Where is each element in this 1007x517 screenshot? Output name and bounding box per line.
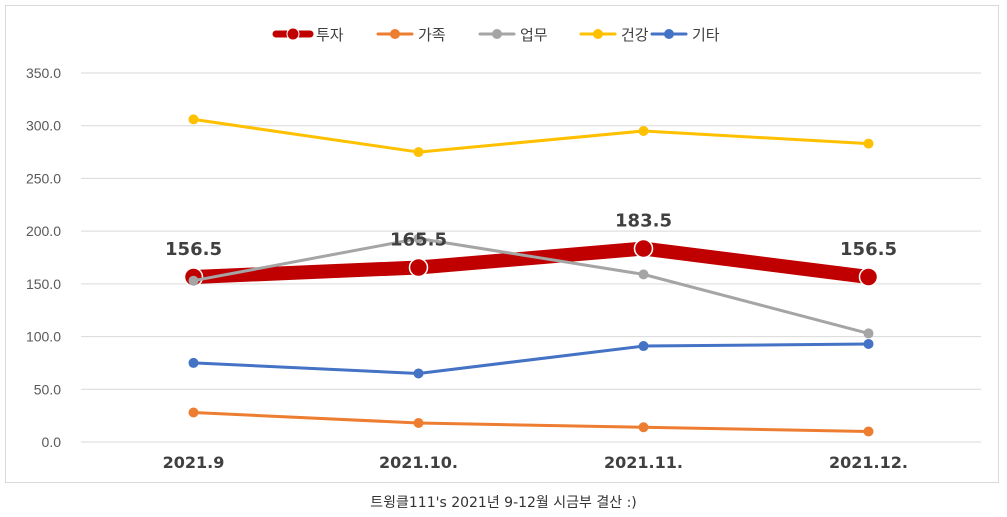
x-tick-label: 2021.10.: [379, 453, 458, 472]
y-tick-label: 50.0: [34, 381, 61, 397]
series-4: [188, 338, 874, 379]
legend-label: 건강: [621, 26, 649, 44]
y-tick-label: 350.0: [26, 65, 61, 81]
data-point: [638, 269, 649, 280]
y-tick-label: 0.0: [42, 434, 62, 450]
y-tick-label: 150.0: [26, 276, 61, 292]
series-2: [188, 233, 874, 339]
data-point: [413, 233, 424, 244]
x-axis-ticks: 2021.9 2021.10. 2021.11. 2021.12.: [163, 453, 908, 472]
data-point: [863, 338, 874, 349]
series-line: [192, 237, 870, 335]
legend-label: 가족: [418, 26, 446, 44]
legend-label: 투자: [316, 26, 344, 44]
data-label: 165.5: [390, 230, 447, 251]
series-lines: [183, 114, 879, 437]
legend-item: 건강: [579, 26, 649, 44]
legend-label: 업무: [520, 26, 548, 44]
legend-item: 투자: [272, 26, 344, 44]
legend-item: 업무: [478, 26, 548, 44]
chart-frame: 0.0 50.0 100.0 150.0 200.0 250.0 300.0 350.0 20…: [5, 5, 999, 483]
data-point: [638, 125, 649, 136]
series-line: [192, 117, 870, 154]
data-point: [638, 341, 649, 352]
data-point: [863, 328, 874, 339]
y-tick-label: 300.0: [26, 118, 61, 134]
legend-marker: [664, 29, 674, 39]
series-3: [188, 114, 874, 158]
data-label: 156.5: [840, 239, 897, 260]
data-point: [413, 147, 424, 158]
data-point: [188, 357, 199, 368]
data-label: 183.5: [615, 211, 672, 232]
y-tick-label: 250.0: [26, 170, 61, 186]
data-point: [188, 114, 199, 125]
series-line: [186, 241, 876, 285]
data-label: 156.5: [165, 239, 222, 260]
data-point: [413, 418, 424, 429]
data-point: [413, 368, 424, 379]
legend-item: 가족: [376, 26, 446, 44]
legend-marker: [593, 29, 603, 39]
data-point: [858, 267, 879, 287]
data-point: [188, 407, 199, 418]
data-point: [638, 422, 649, 433]
y-tick-label: 200.0: [26, 223, 61, 239]
line-chart: 0.0 50.0 100.0 150.0 200.0 250.0 300.0 350.0 20…: [26, 26, 981, 472]
x-tick-label: 2021.11.: [604, 453, 683, 472]
chart-caption: 트윙클111's 2021년 9-12월 시금부 결산 :): [370, 495, 637, 511]
data-point: [633, 238, 654, 259]
data-point: [863, 426, 874, 437]
legend: 투자 가족 업무 건강 기타: [272, 26, 720, 44]
x-tick-label: 2021.9: [163, 453, 225, 472]
legend-marker: [390, 29, 400, 39]
series-1: [188, 407, 874, 437]
legend-item: 기타: [650, 26, 720, 44]
data-point: [188, 275, 199, 286]
y-tick-label: 100.0: [26, 329, 61, 345]
x-tick-label: 2021.12.: [829, 453, 908, 472]
series-line: [192, 342, 870, 375]
data-labels: 156.5 165.5 183.5 156.5: [165, 211, 897, 260]
legend-marker: [492, 29, 502, 39]
data-point: [863, 138, 874, 149]
legend-label: 기타: [692, 26, 720, 44]
series-line: [192, 410, 870, 433]
legend-marker: [286, 27, 300, 41]
y-axis-ticks: 0.0 50.0 100.0 150.0 200.0 250.0 300.0 350.0: [26, 65, 61, 450]
data-point: [408, 257, 429, 278]
